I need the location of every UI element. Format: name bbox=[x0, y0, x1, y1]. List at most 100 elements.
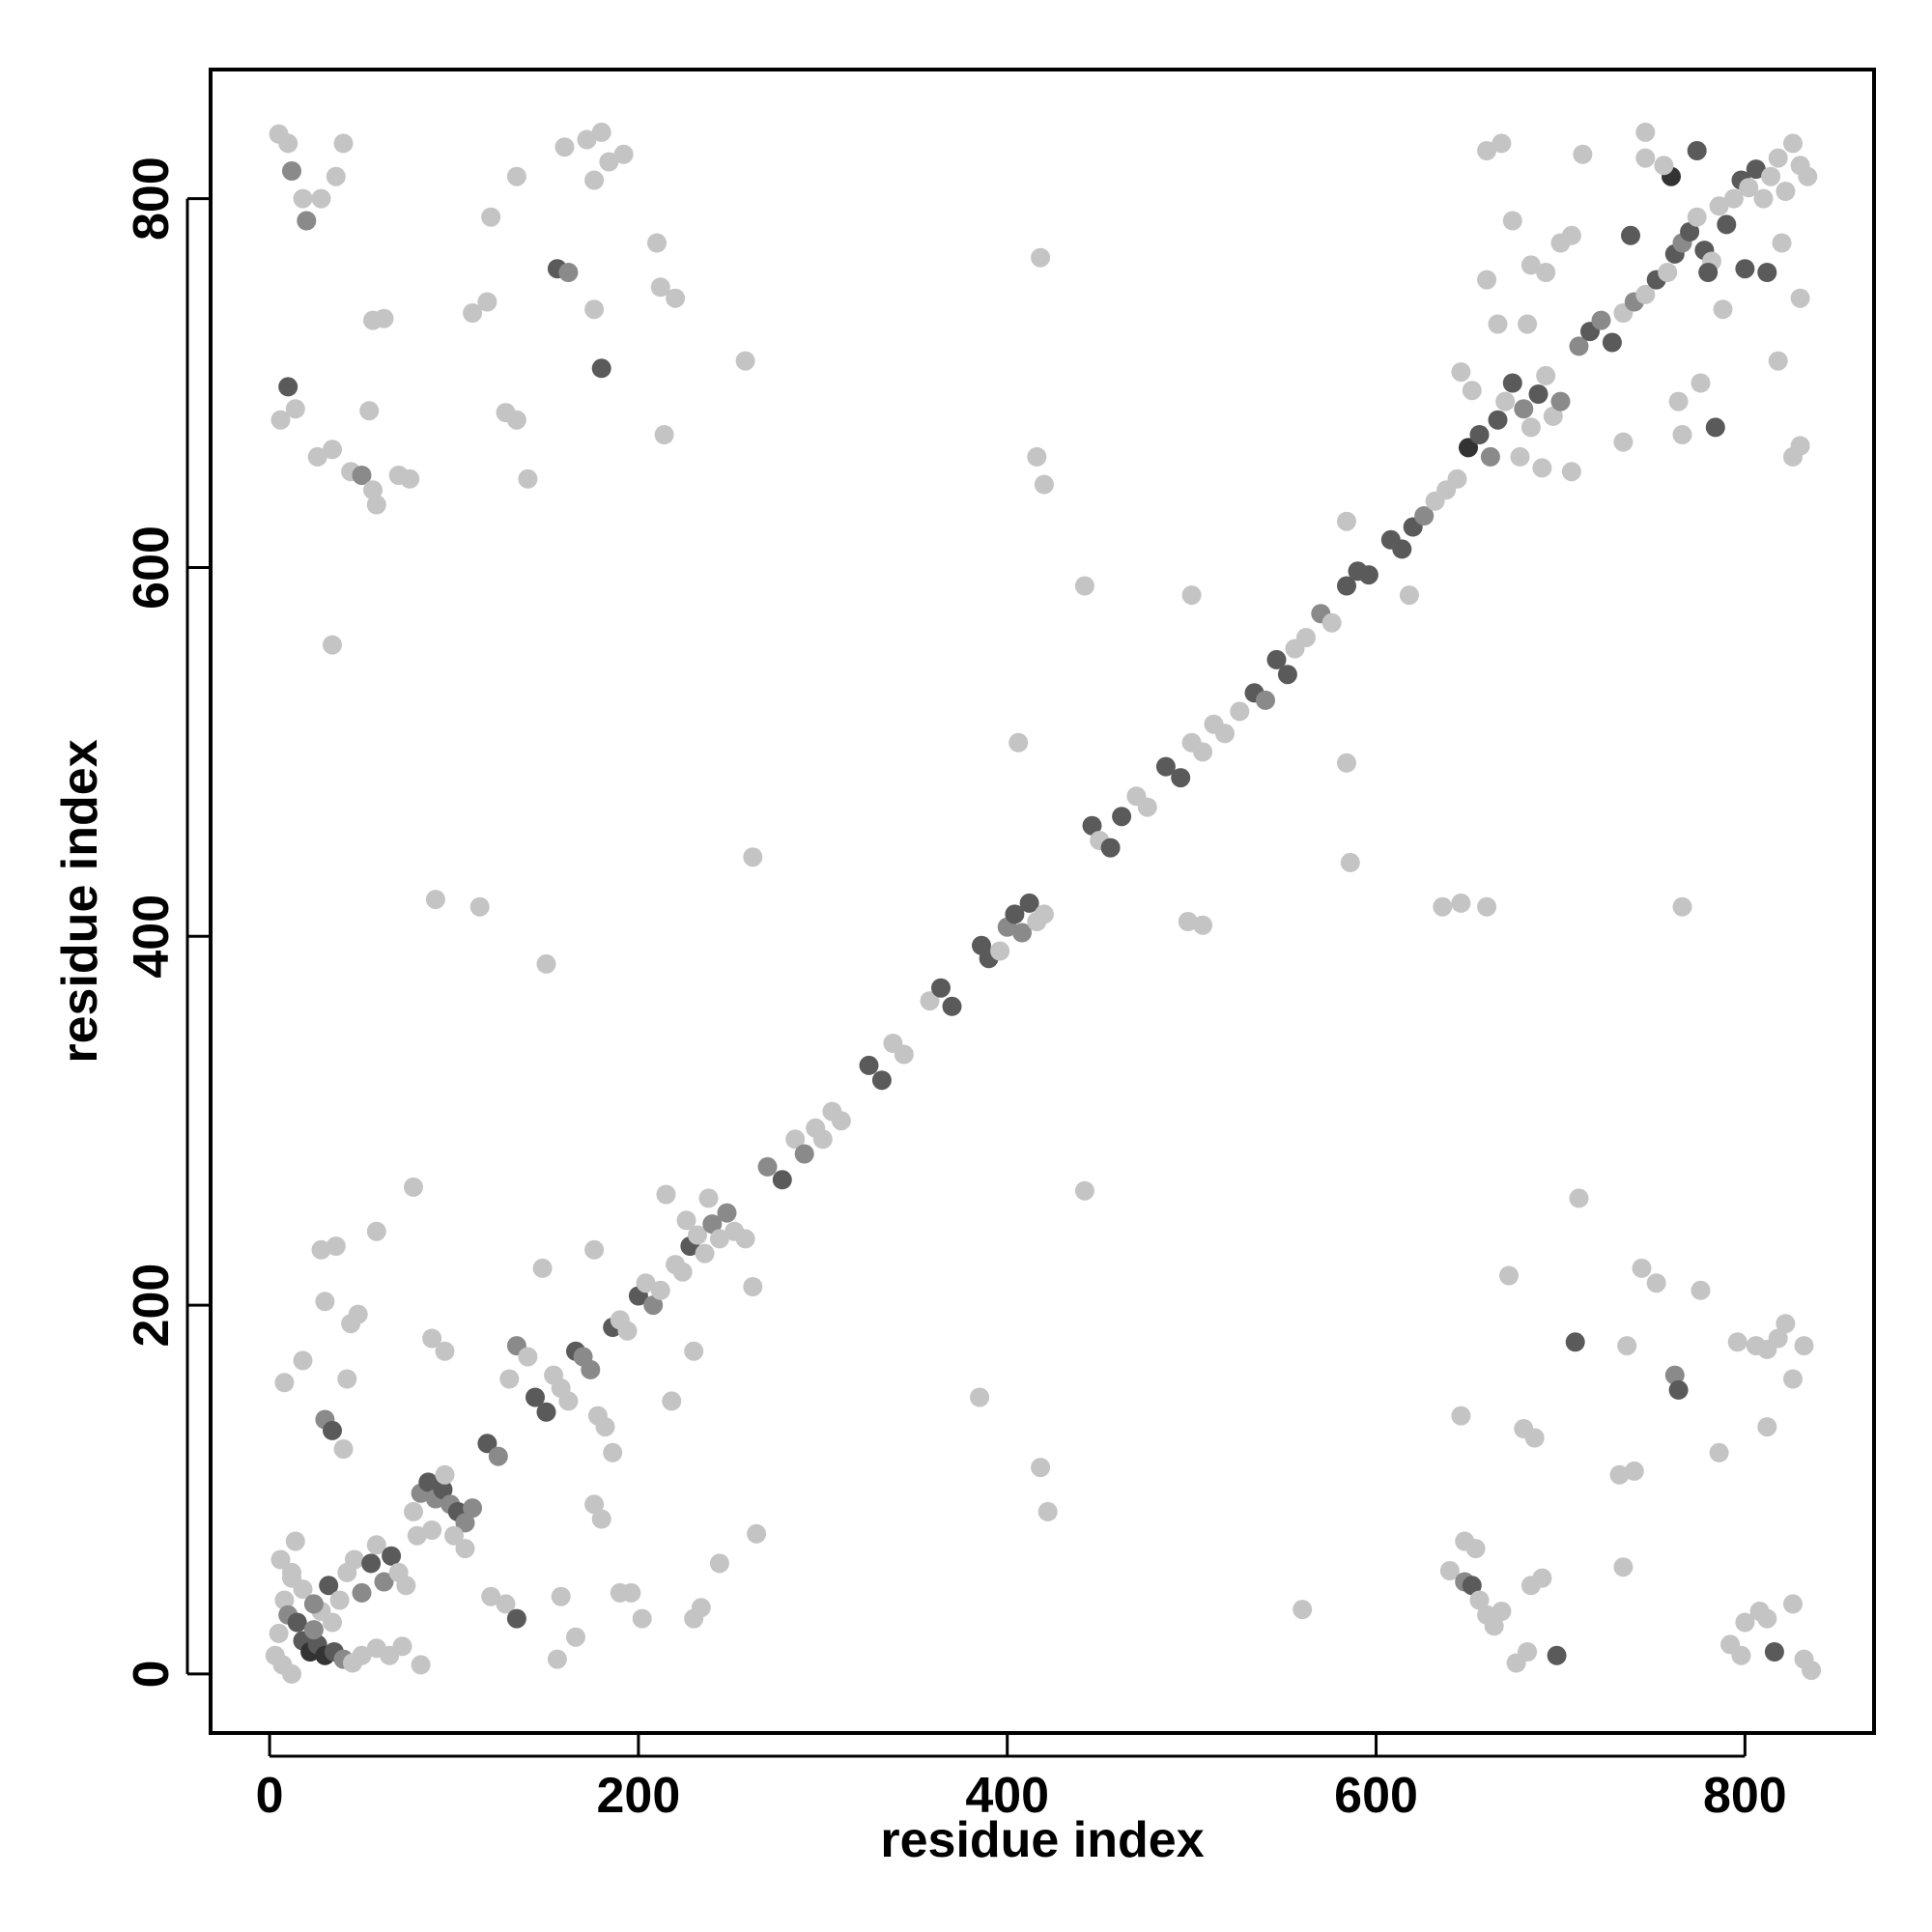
data-point bbox=[274, 1373, 295, 1393]
data-point bbox=[366, 1221, 386, 1241]
data-point bbox=[1337, 576, 1356, 596]
data-point bbox=[794, 1144, 814, 1164]
data-point bbox=[315, 1292, 335, 1312]
data-point bbox=[617, 1321, 638, 1341]
data-point bbox=[1550, 391, 1571, 412]
data-point bbox=[1477, 270, 1497, 290]
data-point bbox=[558, 1391, 579, 1411]
data-point bbox=[1543, 406, 1563, 426]
x-axis-label: residue index bbox=[880, 1812, 1204, 1868]
data-point bbox=[747, 1523, 767, 1544]
data-point bbox=[1524, 1428, 1545, 1448]
data-point bbox=[691, 1598, 711, 1618]
data-point bbox=[1469, 425, 1490, 444]
data-point bbox=[1477, 141, 1497, 160]
data-point bbox=[477, 292, 497, 312]
data-point bbox=[407, 1525, 427, 1546]
data-point bbox=[970, 1387, 990, 1407]
data-point bbox=[1768, 351, 1788, 371]
data-point bbox=[270, 410, 291, 430]
data-point bbox=[1009, 732, 1029, 753]
data-point bbox=[1293, 1600, 1313, 1620]
data-point bbox=[1451, 893, 1471, 913]
data-point bbox=[636, 1273, 656, 1293]
data-point bbox=[1624, 1461, 1644, 1481]
x-tick-label: 400 bbox=[965, 1768, 1049, 1824]
data-point bbox=[1761, 166, 1781, 186]
data-point bbox=[1074, 1180, 1094, 1201]
data-point bbox=[577, 129, 597, 150]
data-point bbox=[1735, 1612, 1755, 1633]
data-point bbox=[1602, 332, 1622, 353]
data-point bbox=[831, 1111, 851, 1131]
data-point bbox=[1561, 225, 1581, 245]
data-point bbox=[1690, 1280, 1711, 1300]
data-point bbox=[352, 1582, 372, 1603]
data-point bbox=[282, 161, 301, 181]
data-point bbox=[1635, 148, 1656, 168]
data-point bbox=[662, 1391, 682, 1411]
data-point bbox=[526, 1387, 545, 1407]
data-point bbox=[1783, 133, 1803, 154]
data-point bbox=[1518, 1642, 1538, 1662]
data-point bbox=[1296, 628, 1316, 647]
data-point bbox=[1477, 896, 1497, 917]
data-point bbox=[307, 446, 327, 467]
data-point bbox=[404, 1501, 423, 1521]
data-point bbox=[1031, 247, 1051, 268]
data-point bbox=[496, 1594, 516, 1614]
data-point bbox=[1764, 1642, 1784, 1662]
data-point bbox=[311, 1239, 331, 1260]
data-point bbox=[333, 133, 354, 154]
data-point bbox=[1768, 148, 1788, 168]
data-point bbox=[323, 635, 342, 655]
data-point bbox=[374, 1572, 394, 1592]
data-point bbox=[591, 122, 611, 142]
data-point bbox=[1459, 438, 1478, 458]
data-point bbox=[411, 1655, 431, 1675]
data-point bbox=[506, 410, 526, 430]
data-point bbox=[463, 303, 483, 323]
data-point bbox=[1532, 458, 1552, 478]
data-point bbox=[1193, 915, 1213, 935]
data-point bbox=[506, 166, 526, 186]
data-point bbox=[717, 1203, 737, 1223]
data-point bbox=[1171, 768, 1191, 788]
data-point bbox=[1277, 665, 1297, 685]
data-point bbox=[647, 233, 667, 253]
data-point bbox=[871, 1070, 892, 1091]
data-point bbox=[506, 1608, 526, 1629]
data-point bbox=[455, 1513, 475, 1533]
data-point bbox=[1137, 797, 1157, 817]
data-point bbox=[735, 1229, 755, 1249]
data-point bbox=[1019, 893, 1039, 913]
data-point bbox=[311, 188, 331, 209]
data-point bbox=[1664, 1365, 1685, 1385]
data-point bbox=[1573, 144, 1593, 164]
data-point bbox=[1034, 904, 1054, 924]
data-point bbox=[1668, 1379, 1689, 1400]
data-point bbox=[942, 996, 962, 1016]
data-point bbox=[359, 401, 380, 421]
data-point bbox=[1488, 410, 1508, 430]
data-point bbox=[1617, 1336, 1637, 1356]
data-point bbox=[1155, 756, 1176, 777]
data-point bbox=[366, 1535, 386, 1555]
data-point bbox=[1790, 288, 1810, 308]
data-point bbox=[469, 896, 490, 917]
data-point bbox=[1646, 1273, 1666, 1293]
data-point bbox=[666, 288, 686, 308]
data-point bbox=[1757, 1608, 1777, 1629]
data-point bbox=[1100, 838, 1121, 858]
data-point bbox=[1337, 753, 1356, 773]
data-point bbox=[404, 1177, 423, 1197]
data-point bbox=[1798, 166, 1818, 186]
data-point bbox=[1794, 1336, 1814, 1356]
data-point bbox=[1451, 1406, 1471, 1426]
data-point bbox=[695, 1243, 715, 1264]
data-point bbox=[481, 207, 501, 227]
data-point bbox=[1181, 585, 1202, 606]
data-point bbox=[772, 1170, 792, 1190]
x-tick-label: 800 bbox=[1703, 1768, 1787, 1824]
